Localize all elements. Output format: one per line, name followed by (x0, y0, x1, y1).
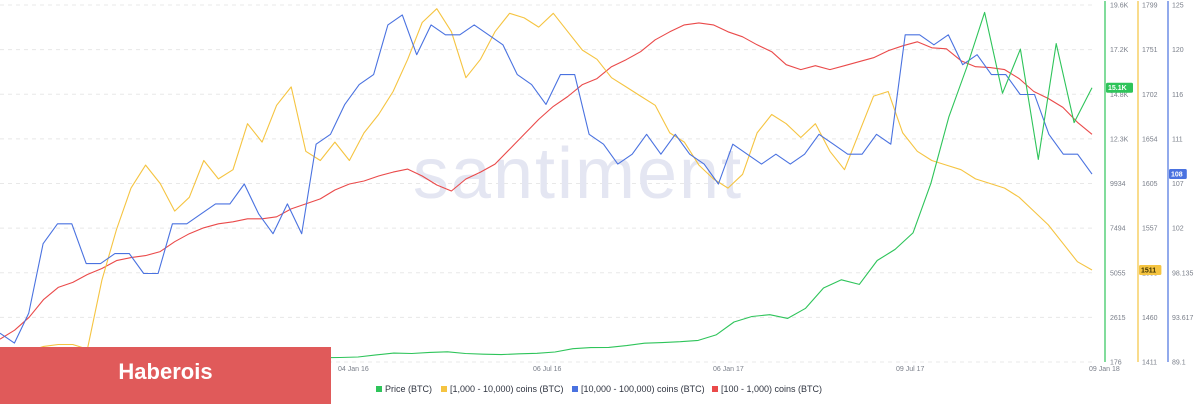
y-tick-label-band_10k_100k: 116 (1172, 92, 1183, 99)
legend-swatch (712, 386, 718, 392)
y-tick-label-price: 19.6K (1110, 3, 1129, 10)
y-tick-label-price: 12.3K (1110, 136, 1129, 143)
y-tick-label-price: 2615 (1110, 315, 1126, 322)
current-value-badge-band_1k_10k (1139, 264, 1162, 275)
current-value-label-price: 15.1K (1108, 85, 1127, 92)
y-tick-label-band_1k_10k: 1799 (1142, 3, 1158, 10)
y-tick-label-band_1k_10k: 1751 (1142, 47, 1158, 54)
y-tick-label-band_10k_100k: 102 (1172, 226, 1184, 233)
legend: Price (BTC) [1,000 - 10,000) coins (BTC) [… (376, 384, 822, 394)
y-tick-label-band_1k_10k: 1411 (1142, 360, 1157, 367)
y-tick-label-price: 14.8K (1110, 92, 1129, 99)
series-line-band_10k_100k-3 (0, 22, 1093, 340)
legend-label: Price (BTC) (385, 384, 432, 394)
x-tick-label: 06 Jan 17 (713, 366, 744, 373)
watermark: santiment (413, 134, 743, 214)
y-tick-label-band_10k_100k: 89.1 (1172, 360, 1186, 367)
x-tick-label: 06 Jul 16 (533, 366, 562, 373)
y-tick-label-band_10k_100k: 111 (1172, 136, 1183, 143)
current-value-label-band_10k_100k: 108 (1171, 172, 1183, 179)
y-tick-label-band_10k_100k: 120 (1172, 47, 1184, 54)
y-tick-label-band_10k_100k: 93.617 (1172, 315, 1194, 322)
series-line-band_1k_10k-1 (0, 8, 1093, 352)
x-tick-label: 04 Jan 16 (338, 366, 369, 373)
y-tick-label-price: 176 (1110, 360, 1122, 367)
x-tick-label: 09 Jan 18 (1089, 366, 1120, 373)
y-tick-label-price: 9934 (1110, 181, 1126, 188)
y-tick-label-price: 17.2K (1110, 47, 1129, 54)
legend-label: [100 - 1,000) coins (BTC) (721, 384, 822, 394)
y-tick-label-price: 7494 (1110, 226, 1126, 233)
legend-label: [10,000 - 100,000) coins (BTC) (581, 384, 705, 394)
y-tick-label-price: 5055 (1110, 270, 1126, 277)
y-tick-label-band_1k_10k: 1460 (1142, 315, 1158, 322)
brand-banner: Haberois (0, 347, 331, 404)
y-tick-label-band_1k_10k: 1654 (1142, 136, 1158, 143)
legend-label: [1,000 - 10,000) coins (BTC) (450, 384, 564, 394)
y-axes: 19.6K 17.2K 14.8K 12.3K 9934 7494 5055 2615 176 1… (1104, 1, 1194, 367)
legend-swatch (441, 386, 447, 392)
legend-swatch (376, 386, 382, 392)
y-tick-label-band_10k_100k: 107 (1172, 181, 1184, 188)
y-tick-label-band_10k_100k: 125 (1172, 3, 1184, 10)
y-tick-label-band_1k_10k: 1557 (1142, 226, 1158, 233)
x-tick-label: 09 Jul 17 (896, 366, 925, 373)
current-value-badge-band_10k_100k (1169, 169, 1187, 180)
series-line-band_10k_100k-2 (0, 14, 1093, 344)
current-value-badge-price (1106, 82, 1133, 93)
y-tick-label-band_1k_10k: 1702 (1142, 92, 1158, 99)
y-tick-label-band_1k_10k: 1605 (1142, 181, 1158, 188)
brand-label: Haberois (118, 359, 213, 384)
y-tick-label-band_10k_100k: 98.135 (1172, 270, 1194, 277)
legend-swatch (572, 386, 578, 392)
current-value-label-band_1k_10k: 1511 (1141, 267, 1156, 274)
chart-grid (0, 4, 1092, 363)
